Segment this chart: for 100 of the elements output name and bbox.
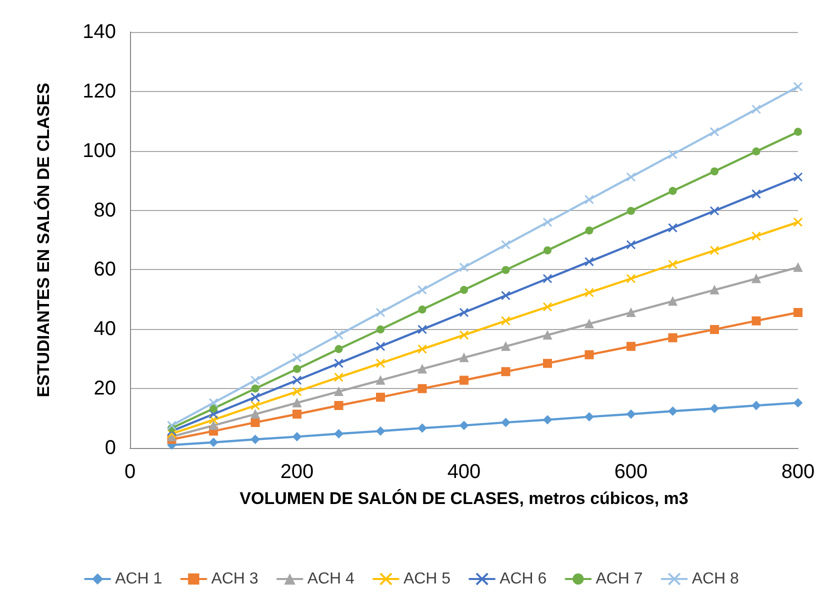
point bbox=[710, 167, 718, 176]
point bbox=[209, 438, 218, 447]
point bbox=[668, 223, 678, 233]
point bbox=[626, 410, 636, 419]
point bbox=[210, 404, 218, 412]
point bbox=[668, 260, 678, 270]
point bbox=[585, 226, 594, 234]
point bbox=[460, 420, 468, 430]
point bbox=[752, 231, 761, 241]
point bbox=[502, 266, 510, 274]
point bbox=[460, 353, 468, 362]
point bbox=[710, 206, 720, 216]
point bbox=[710, 246, 720, 256]
point bbox=[542, 217, 552, 227]
y-tick-label: 80 bbox=[94, 199, 116, 222]
point bbox=[208, 409, 218, 419]
point bbox=[418, 384, 427, 394]
point bbox=[668, 296, 678, 306]
point bbox=[542, 302, 552, 312]
legend-label: ACH 8 bbox=[692, 570, 740, 588]
point bbox=[627, 206, 635, 215]
point bbox=[584, 256, 594, 266]
point bbox=[334, 330, 344, 340]
point bbox=[501, 290, 510, 300]
point bbox=[334, 345, 343, 354]
point bbox=[752, 189, 761, 199]
point bbox=[793, 172, 803, 182]
point bbox=[793, 82, 803, 92]
point bbox=[584, 194, 594, 204]
point bbox=[626, 308, 636, 318]
point bbox=[793, 217, 803, 227]
point bbox=[544, 246, 552, 254]
point bbox=[794, 308, 802, 318]
point bbox=[292, 352, 302, 362]
point bbox=[250, 376, 260, 385]
point bbox=[794, 128, 802, 136]
point bbox=[459, 330, 469, 340]
point bbox=[501, 367, 510, 376]
point bbox=[376, 325, 384, 334]
point bbox=[710, 285, 719, 294]
point bbox=[208, 415, 218, 425]
x-tick-label: 200 bbox=[280, 461, 314, 483]
point bbox=[626, 240, 636, 250]
point bbox=[668, 333, 678, 342]
point bbox=[626, 342, 636, 351]
point bbox=[292, 376, 302, 385]
point bbox=[626, 274, 636, 284]
point bbox=[167, 428, 176, 438]
point bbox=[543, 330, 552, 340]
point bbox=[251, 384, 260, 393]
legend-label: ACH 3 bbox=[211, 570, 258, 588]
point bbox=[208, 398, 218, 408]
point bbox=[250, 418, 260, 427]
point bbox=[418, 344, 427, 354]
point bbox=[752, 316, 761, 326]
point bbox=[752, 104, 761, 114]
point bbox=[334, 358, 344, 368]
point bbox=[292, 410, 302, 419]
point bbox=[752, 274, 761, 284]
point bbox=[794, 262, 802, 272]
point bbox=[376, 358, 386, 368]
point bbox=[209, 420, 218, 430]
point bbox=[376, 342, 386, 352]
x-axis-title: VOLUMEN DE SALÓN DE CLASES, metros cúbicos, m3 bbox=[240, 488, 688, 508]
y-tick-label: 120 bbox=[82, 80, 116, 102]
y-tick-label: 20 bbox=[94, 378, 116, 400]
point bbox=[293, 364, 301, 373]
point bbox=[710, 127, 720, 137]
point bbox=[250, 410, 260, 419]
point bbox=[752, 147, 760, 156]
x-tick-label: 0 bbox=[124, 461, 136, 483]
point bbox=[418, 306, 426, 314]
point bbox=[418, 364, 427, 374]
point bbox=[292, 386, 302, 396]
point bbox=[418, 424, 427, 433]
point bbox=[501, 342, 510, 351]
point bbox=[376, 376, 385, 385]
x-tick-label: 400 bbox=[447, 461, 481, 483]
point bbox=[710, 324, 719, 334]
point bbox=[418, 285, 427, 295]
x-tick-label: 600 bbox=[614, 461, 648, 483]
point bbox=[460, 286, 468, 294]
point bbox=[794, 398, 802, 408]
y-tick-label: 0 bbox=[104, 437, 116, 459]
point bbox=[584, 288, 594, 298]
point bbox=[292, 398, 302, 408]
point bbox=[752, 401, 761, 410]
y-tick-label: 140 bbox=[82, 21, 116, 43]
legend-label: ACH 6 bbox=[500, 570, 547, 588]
point bbox=[668, 186, 677, 195]
y-tick-label: 60 bbox=[94, 258, 116, 281]
point bbox=[334, 401, 344, 410]
point bbox=[584, 412, 594, 422]
legend-label: ACH 1 bbox=[115, 570, 162, 588]
legend-label: ACH 5 bbox=[403, 570, 451, 588]
point bbox=[250, 400, 260, 410]
point bbox=[584, 350, 594, 360]
point bbox=[501, 316, 510, 326]
point bbox=[376, 426, 385, 436]
point bbox=[459, 308, 469, 318]
